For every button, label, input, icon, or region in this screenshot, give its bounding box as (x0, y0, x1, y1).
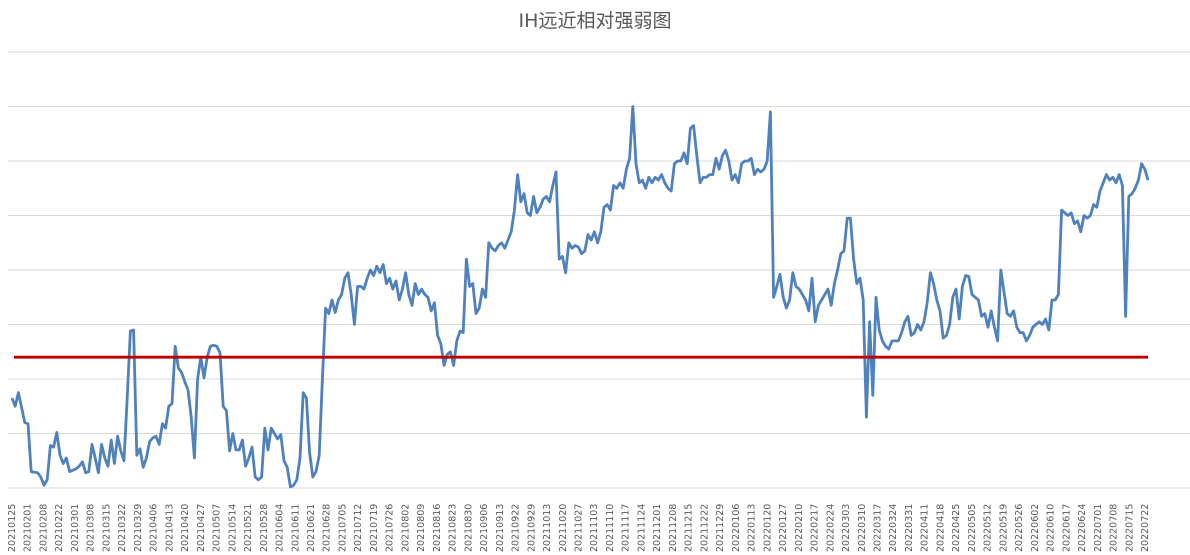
x-tick-label: 20220310 (857, 504, 868, 552)
x-tick-label: 20210906 (479, 504, 490, 552)
x-tick-label: 20210315 (101, 504, 112, 552)
x-tick-label: 20210802 (400, 504, 411, 552)
x-tick-label: 20210125 (7, 504, 18, 552)
x-tick-label: 20220512 (983, 504, 994, 552)
x-tick-label: 20210308 (86, 504, 97, 552)
x-tick-label: 20210427 (196, 504, 207, 552)
x-tick-label: 20211117 (621, 504, 632, 552)
x-tick-label: 20220624 (1077, 504, 1088, 552)
x-tick-label: 20211013 (542, 504, 553, 552)
x-tick-label: 20210913 (495, 504, 506, 552)
x-tick-label: 20210301 (70, 504, 81, 552)
x-tick-label: 20211229 (715, 504, 726, 552)
x-tick-label: 20220418 (935, 504, 946, 552)
x-tick-label: 20220602 (1030, 504, 1041, 552)
x-tick-label: 20220113 (747, 504, 758, 552)
x-tick-label: 20210507 (212, 504, 223, 552)
x-tick-label: 20210406 (149, 504, 160, 552)
x-tick-label: 20210705 (337, 504, 348, 552)
x-tick-label: 20210528 (259, 504, 270, 552)
x-tick-label: 20210329 (133, 504, 144, 552)
x-tick-label: 20220120 (762, 504, 773, 552)
x-tick-label: 20220331 (904, 504, 915, 552)
x-tick-label: 20211222 (699, 504, 710, 552)
x-tick-label: 20220610 (1046, 504, 1057, 552)
x-tick-label: 20211110 (605, 504, 616, 552)
x-tick-label: 20220617 (1061, 504, 1072, 552)
x-tick-label: 20220224 (825, 504, 836, 552)
x-tick-label: 20211215 (684, 504, 695, 552)
x-tick-label: 20210712 (353, 504, 364, 552)
x-tick-label: 20210611 (290, 504, 301, 552)
x-tick-label: 20220425 (951, 504, 962, 552)
x-tick-label: 20211027 (574, 504, 585, 552)
x-tick-label: 20210413 (164, 504, 175, 552)
x-tick-label: 20211201 (652, 504, 663, 552)
x-tick-label: 20211124 (636, 504, 647, 552)
x-tick-label: 20210621 (306, 504, 317, 552)
x-tick-label: 20220505 (967, 504, 978, 552)
x-tick-label: 20210922 (511, 504, 522, 552)
x-tick-label: 20220411 (920, 504, 931, 552)
x-tick-label: 20220701 (1093, 504, 1104, 552)
x-tick-label: 20220526 (1014, 504, 1025, 552)
x-tick-label: 20210929 (526, 504, 537, 552)
x-tick-label: 20210816 (432, 504, 443, 552)
x-tick-label: 20220303 (841, 504, 852, 552)
x-tick-label: 20210521 (243, 504, 254, 552)
x-tick-label: 20210514 (227, 504, 238, 552)
x-tick-label: 20210201 (23, 504, 34, 552)
x-tick-label: 20220210 (794, 504, 805, 552)
x-tick-label: 20210823 (448, 504, 459, 552)
series-line (10, 105, 1150, 489)
x-tick-label: 20210420 (180, 504, 191, 552)
x-tick-label: 20220722 (1140, 504, 1151, 552)
x-tick-label: 20220317 (872, 504, 883, 552)
x-tick-label: 20220715 (1124, 504, 1135, 552)
x-tick-label: 20210322 (117, 504, 128, 552)
x-tick-label: 20210830 (463, 504, 474, 552)
x-tick-label: 20210726 (385, 504, 396, 552)
x-tick-label: 20220217 (810, 504, 821, 552)
x-tick-label: 20220106 (731, 504, 742, 552)
x-tick-label: 20210208 (38, 504, 49, 552)
x-tick-label: 20220519 (998, 504, 1009, 552)
x-tick-label: 20210809 (416, 504, 427, 552)
x-tick-label: 20210604 (275, 504, 286, 552)
x-tick-label: 20220708 (1109, 504, 1120, 552)
x-tick-label: 20210222 (54, 504, 65, 552)
x-tick-label: 20210628 (322, 504, 333, 552)
x-tick-label: 20211208 (668, 504, 679, 552)
x-tick-label: 20211103 (589, 504, 600, 552)
x-tick-label: 20211020 (558, 504, 569, 552)
x-tick-label: 20220324 (888, 504, 899, 552)
x-tick-label: 20210719 (369, 504, 380, 552)
chart-title: IH远近相对强弱图 (518, 10, 672, 32)
x-tick-label: 20220127 (778, 504, 789, 552)
